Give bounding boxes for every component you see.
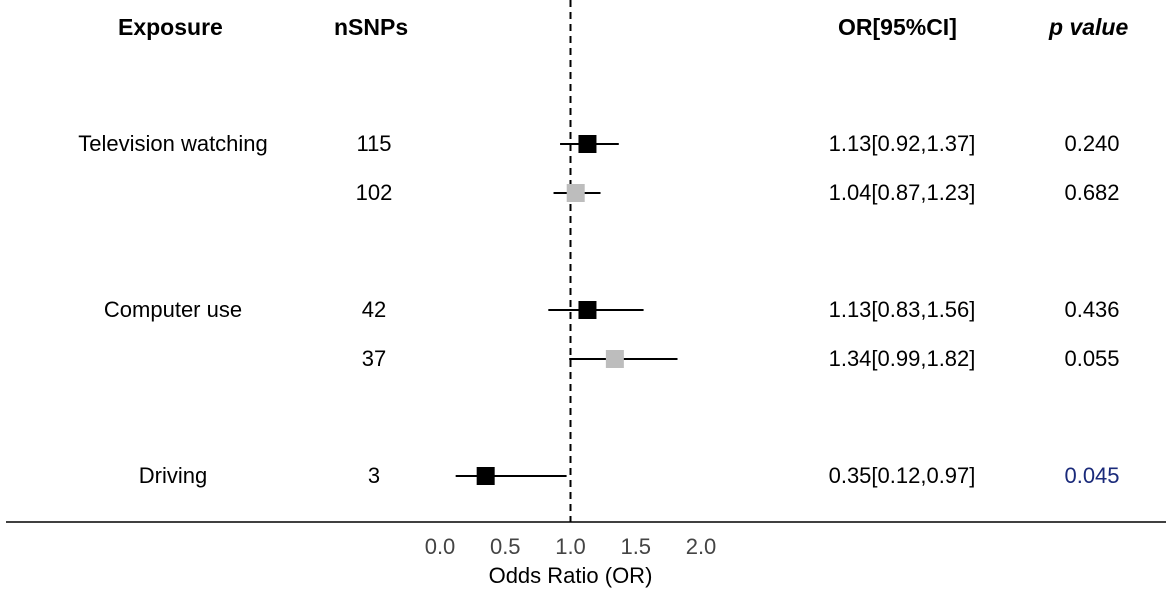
header-or-ci: OR[95%CI]	[838, 14, 957, 40]
x-axis-label: Odds Ratio (OR)	[489, 563, 653, 588]
or-ci-value: 1.04[0.87,1.23]	[828, 180, 976, 205]
nsnps-value: 37	[361, 346, 387, 371]
or-ci-value: 1.34[0.99,1.82]	[828, 346, 976, 371]
x-tick-label: 0.5	[490, 534, 521, 559]
header-p-value: p value	[1049, 14, 1129, 40]
x-tick-label: 2.0	[686, 534, 717, 559]
exposure-label: Driving	[138, 463, 208, 488]
or-marker	[605, 350, 624, 368]
p-value: 0.055	[1064, 346, 1120, 371]
or-marker	[578, 135, 597, 153]
p-value: 0.240	[1064, 131, 1120, 156]
header-exposure: Exposure	[118, 14, 223, 40]
p-value: 0.436	[1064, 297, 1120, 322]
p-value: 0.045	[1064, 463, 1120, 488]
or-marker	[476, 467, 495, 485]
header-nsnps: nSNPs	[334, 14, 409, 40]
x-tick-label: 0.0	[425, 534, 456, 559]
x-tick-label: 1.5	[620, 534, 651, 559]
exposure-label: Television watching	[78, 131, 268, 156]
or-marker	[566, 184, 585, 202]
x-tick-label: 1.0	[555, 534, 586, 559]
nsnps-value: 115	[356, 131, 392, 156]
nsnps-value: 42	[361, 297, 387, 322]
or-ci-value: 0.35[0.12,0.97]	[828, 463, 976, 488]
nsnps-value: 3	[367, 463, 381, 488]
or-marker	[578, 301, 597, 319]
p-value: 0.682	[1064, 180, 1120, 205]
or-ci-value: 1.13[0.92,1.37]	[828, 131, 976, 156]
or-ci-value: 1.13[0.83,1.56]	[828, 297, 976, 322]
nsnps-value: 102	[355, 180, 393, 205]
exposure-label: Computer use	[103, 297, 243, 322]
